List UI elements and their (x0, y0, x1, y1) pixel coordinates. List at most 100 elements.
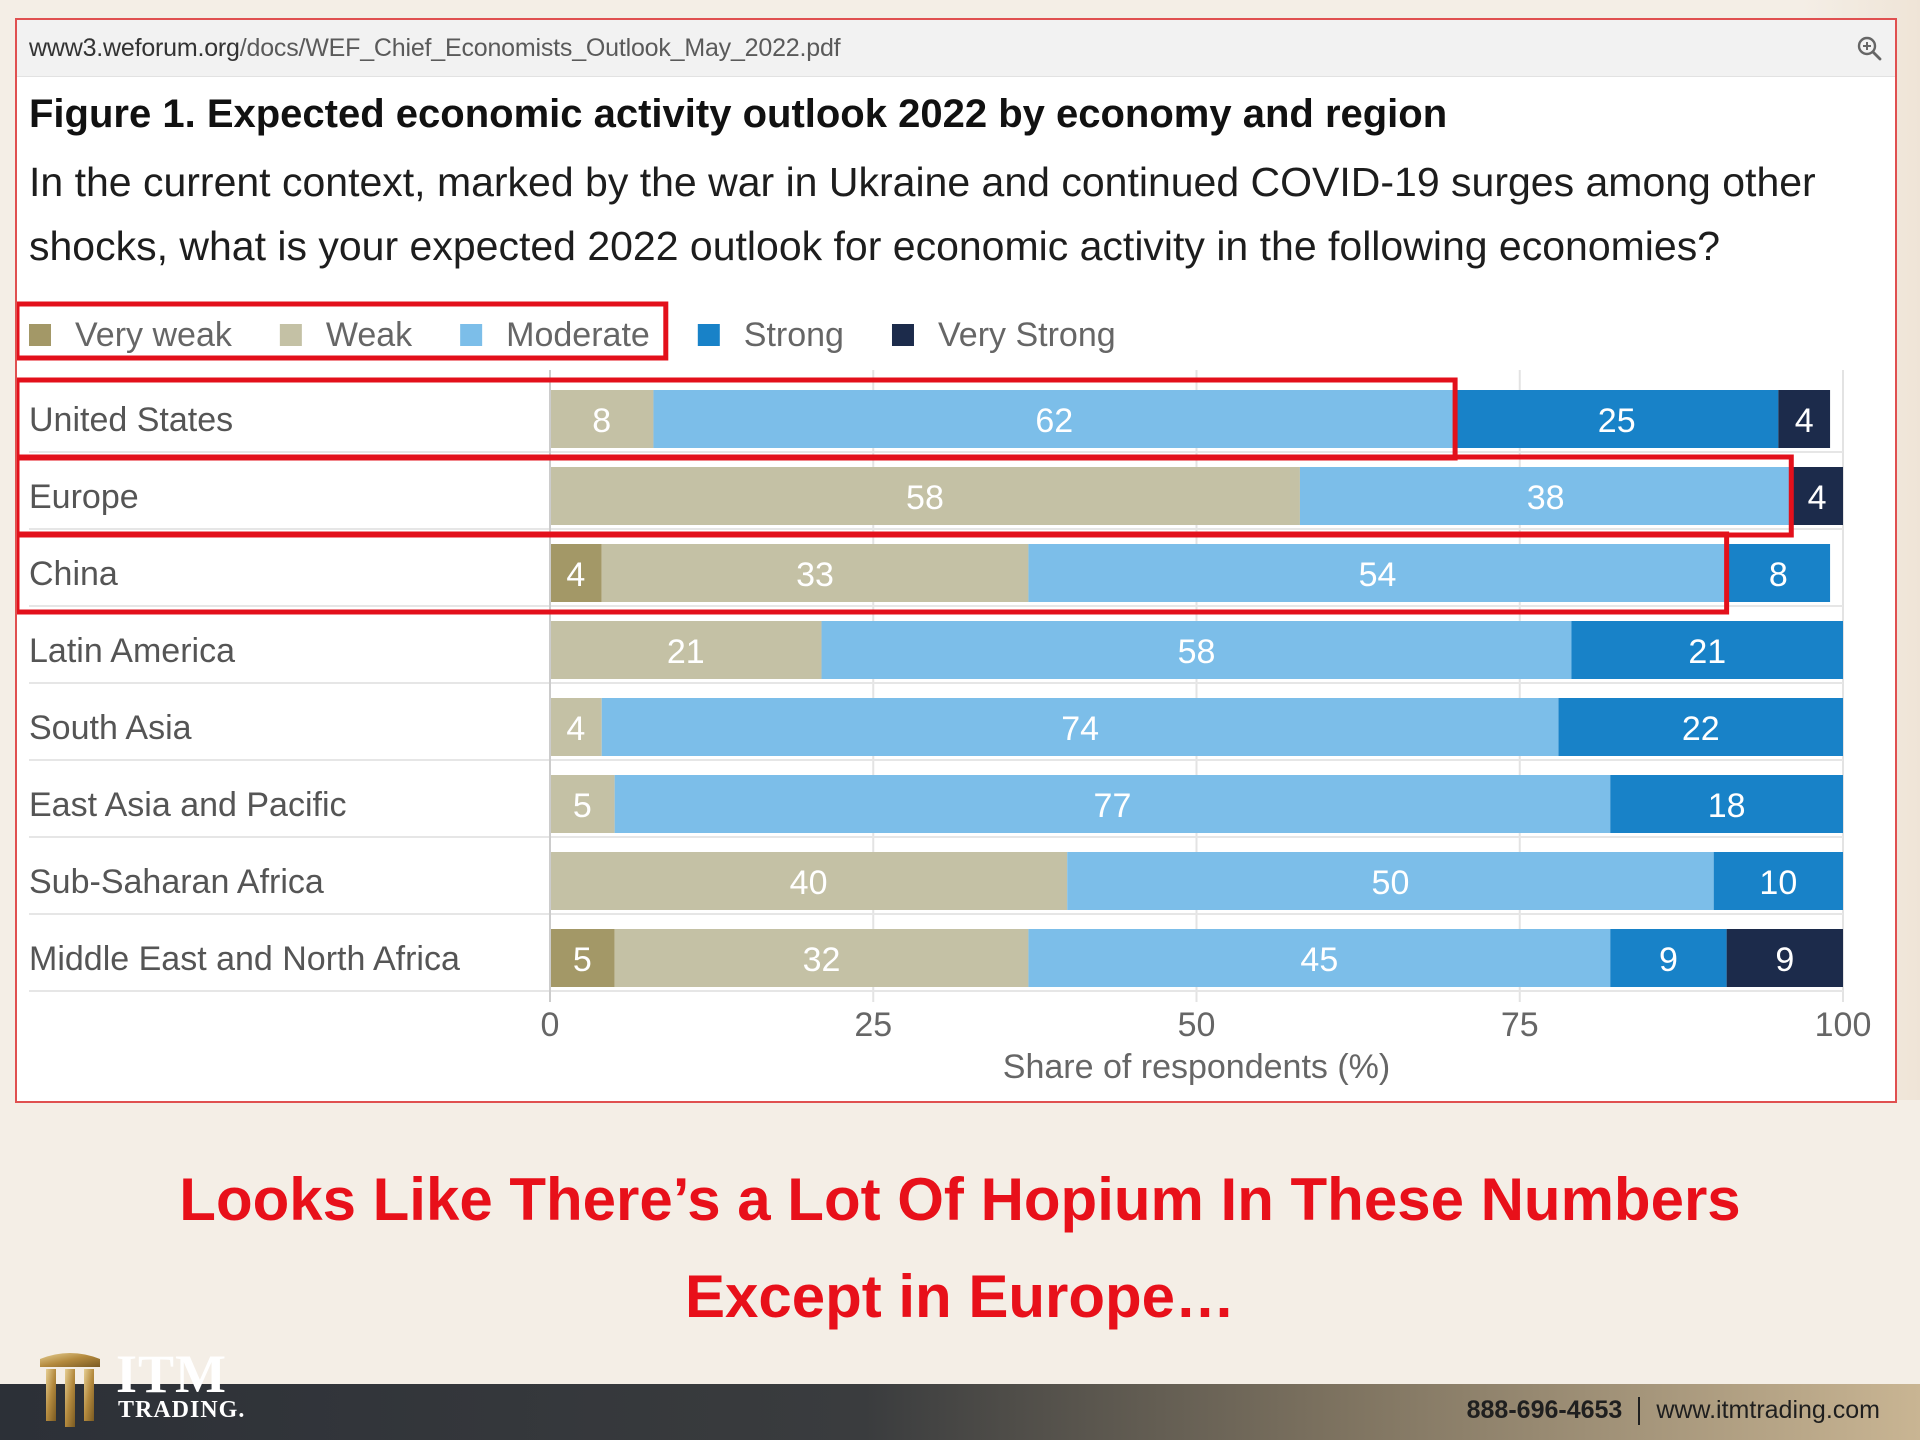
bar-value-label-7-4: 9 (1775, 941, 1794, 979)
bar-segment-6-3 (1713, 852, 1843, 910)
legend-label-4: Very Strong (938, 316, 1116, 354)
x-tick-label-75: 75 (1501, 1006, 1539, 1044)
bar-segment-3-1 (550, 621, 822, 679)
bar-value-label-4-2: 74 (1061, 710, 1099, 748)
legend-label-3: Strong (744, 316, 844, 354)
bar-value-label-4-1: 4 (566, 710, 585, 748)
url-path: /docs/WEF_Chief_Economists_Outlook_May_2… (239, 34, 841, 62)
bar-value-label-0-1: 8 (592, 402, 611, 440)
bar-value-label-2-0: 4 (566, 556, 585, 594)
bar-value-label-5-3: 18 (1708, 787, 1746, 825)
bar-value-label-4-3: 22 (1682, 710, 1720, 748)
bar-value-label-1-2: 38 (1527, 479, 1565, 517)
bar-segment-2-0 (550, 544, 602, 602)
x-axis-title: Share of respondents (%) (1003, 1048, 1390, 1086)
bar-value-label-6-3: 10 (1759, 864, 1797, 902)
category-label-6: Sub-Saharan Africa (29, 863, 324, 901)
footer-divider (1638, 1397, 1641, 1426)
bar-segment-2-1 (601, 544, 1029, 602)
legend-label-2: Moderate (506, 316, 650, 354)
figure-subtitle: In the current context, marked by the wa… (29, 159, 1816, 269)
bar-value-label-6-1: 40 (790, 864, 828, 902)
bar-value-label-2-2: 54 (1359, 556, 1397, 594)
footer-bar: 888-696-4653 www.itmtrading.com (0, 1384, 1920, 1440)
bar-segment-1-4 (1791, 467, 1843, 525)
footer-contact: 888-696-4653 www.itmtrading.com (1466, 1396, 1880, 1426)
bar-segment-3-2 (821, 621, 1572, 679)
category-label-1: Europe (29, 478, 139, 516)
legend-label-1: Weak (326, 316, 413, 354)
zoom-in-icon[interactable] (1855, 34, 1883, 62)
bar-value-label-0-3: 25 (1598, 402, 1636, 440)
bar-segment-6-2 (1067, 852, 1714, 910)
highlight-row-china (17, 531, 1730, 615)
legend-swatch-1 (279, 324, 302, 346)
bar-value-label-2-1: 33 (796, 556, 834, 594)
phone-number[interactable]: 888-696-4653 (1466, 1396, 1623, 1424)
x-tick-label-50: 50 (1178, 1006, 1216, 1044)
legend-swatch-4 (891, 324, 914, 346)
pdf-viewer-frame: www3.weforum.org/docs/WEF_Chief_Economis… (15, 18, 1897, 1103)
logo-word: ITM (116, 1344, 227, 1404)
bar-segment-7-3 (1610, 929, 1727, 987)
bar-segment-0-2 (653, 390, 1456, 448)
bar-segment-0-1 (550, 390, 654, 448)
url-text[interactable]: www3.weforum.org/docs/WEF_Chief_Economis… (29, 34, 841, 63)
bar-value-label-2-3: 8 (1769, 556, 1788, 594)
bar-value-label-7-2: 45 (1300, 941, 1338, 979)
bar-value-label-5-1: 5 (573, 787, 592, 825)
highlight-legend-group (17, 301, 669, 361)
category-label-0: United States (29, 401, 233, 439)
bar-segment-4-2 (601, 698, 1559, 756)
legend-swatch-0 (29, 324, 51, 346)
bar-value-label-7-3: 9 (1659, 941, 1678, 979)
bar-value-label-1-1: 58 (906, 479, 944, 517)
bar-segment-5-2 (614, 775, 1611, 833)
figure-title: Figure 1. Expected economic activity out… (29, 92, 1448, 136)
bar-segment-1-2 (1299, 467, 1792, 525)
bar-value-label-3-1: 21 (667, 633, 705, 671)
bar-value-label-7-0: 5 (573, 941, 592, 979)
x-tick-label-0: 0 (541, 1006, 560, 1044)
bar-segment-7-2 (1028, 929, 1611, 987)
x-tick-label-25: 25 (854, 1006, 892, 1044)
bar-segment-2-2 (1028, 544, 1727, 602)
bar-value-label-0-2: 62 (1035, 402, 1073, 440)
bar-segment-2-3 (1726, 544, 1831, 602)
url-bar[interactable]: www3.weforum.org/docs/WEF_Chief_Economis… (17, 20, 1895, 77)
bar-value-label-6-2: 50 (1372, 864, 1410, 902)
bar-value-label-0-4: 4 (1795, 402, 1814, 440)
bar-segment-3-3 (1571, 621, 1843, 679)
bar-segment-1-1 (550, 467, 1300, 525)
itm-logo: ITM TRADING. (38, 1344, 268, 1437)
category-label-5: East Asia and Pacific (29, 786, 347, 824)
bar-segment-4-3 (1558, 698, 1843, 756)
headline-line-2: Except in Europe… (684, 1263, 1236, 1330)
bar-value-label-7-1: 32 (803, 941, 841, 979)
legend-swatch-2 (460, 324, 483, 346)
x-tick-label-100: 100 (1815, 1006, 1872, 1044)
bar-value-label-1-4: 4 (1808, 479, 1827, 517)
website-link[interactable]: www.itmtrading.com (1656, 1396, 1880, 1424)
category-label-7: Middle East and North Africa (29, 940, 460, 978)
category-label-3: Latin America (29, 632, 235, 670)
bar-value-label-3-3: 21 (1688, 633, 1726, 671)
category-label-4: South Asia (29, 709, 192, 747)
legend-swatch-3 (697, 324, 720, 346)
headline-line-1: Looks Like There’s a Lot Of Hopium In Th… (179, 1166, 1741, 1233)
url-host: www3.weforum.org (29, 34, 240, 62)
bar-segment-7-1 (614, 929, 1029, 987)
bar-segment-5-3 (1610, 775, 1843, 833)
bar-value-label-5-2: 77 (1094, 787, 1132, 825)
bar-segment-5-1 (550, 775, 615, 833)
bar-segment-7-0 (550, 929, 615, 987)
legend-label-0: Very weak (75, 316, 233, 354)
bar-value-label-3-2: 58 (1178, 633, 1216, 671)
logo-sub: TRADING. (118, 1397, 246, 1423)
category-label-2: China (29, 555, 118, 593)
bar-segment-7-4 (1726, 929, 1843, 987)
bar-segment-0-3 (1455, 390, 1779, 448)
bar-segment-6-1 (550, 852, 1068, 910)
pillar-logo-icon (40, 1353, 100, 1427)
